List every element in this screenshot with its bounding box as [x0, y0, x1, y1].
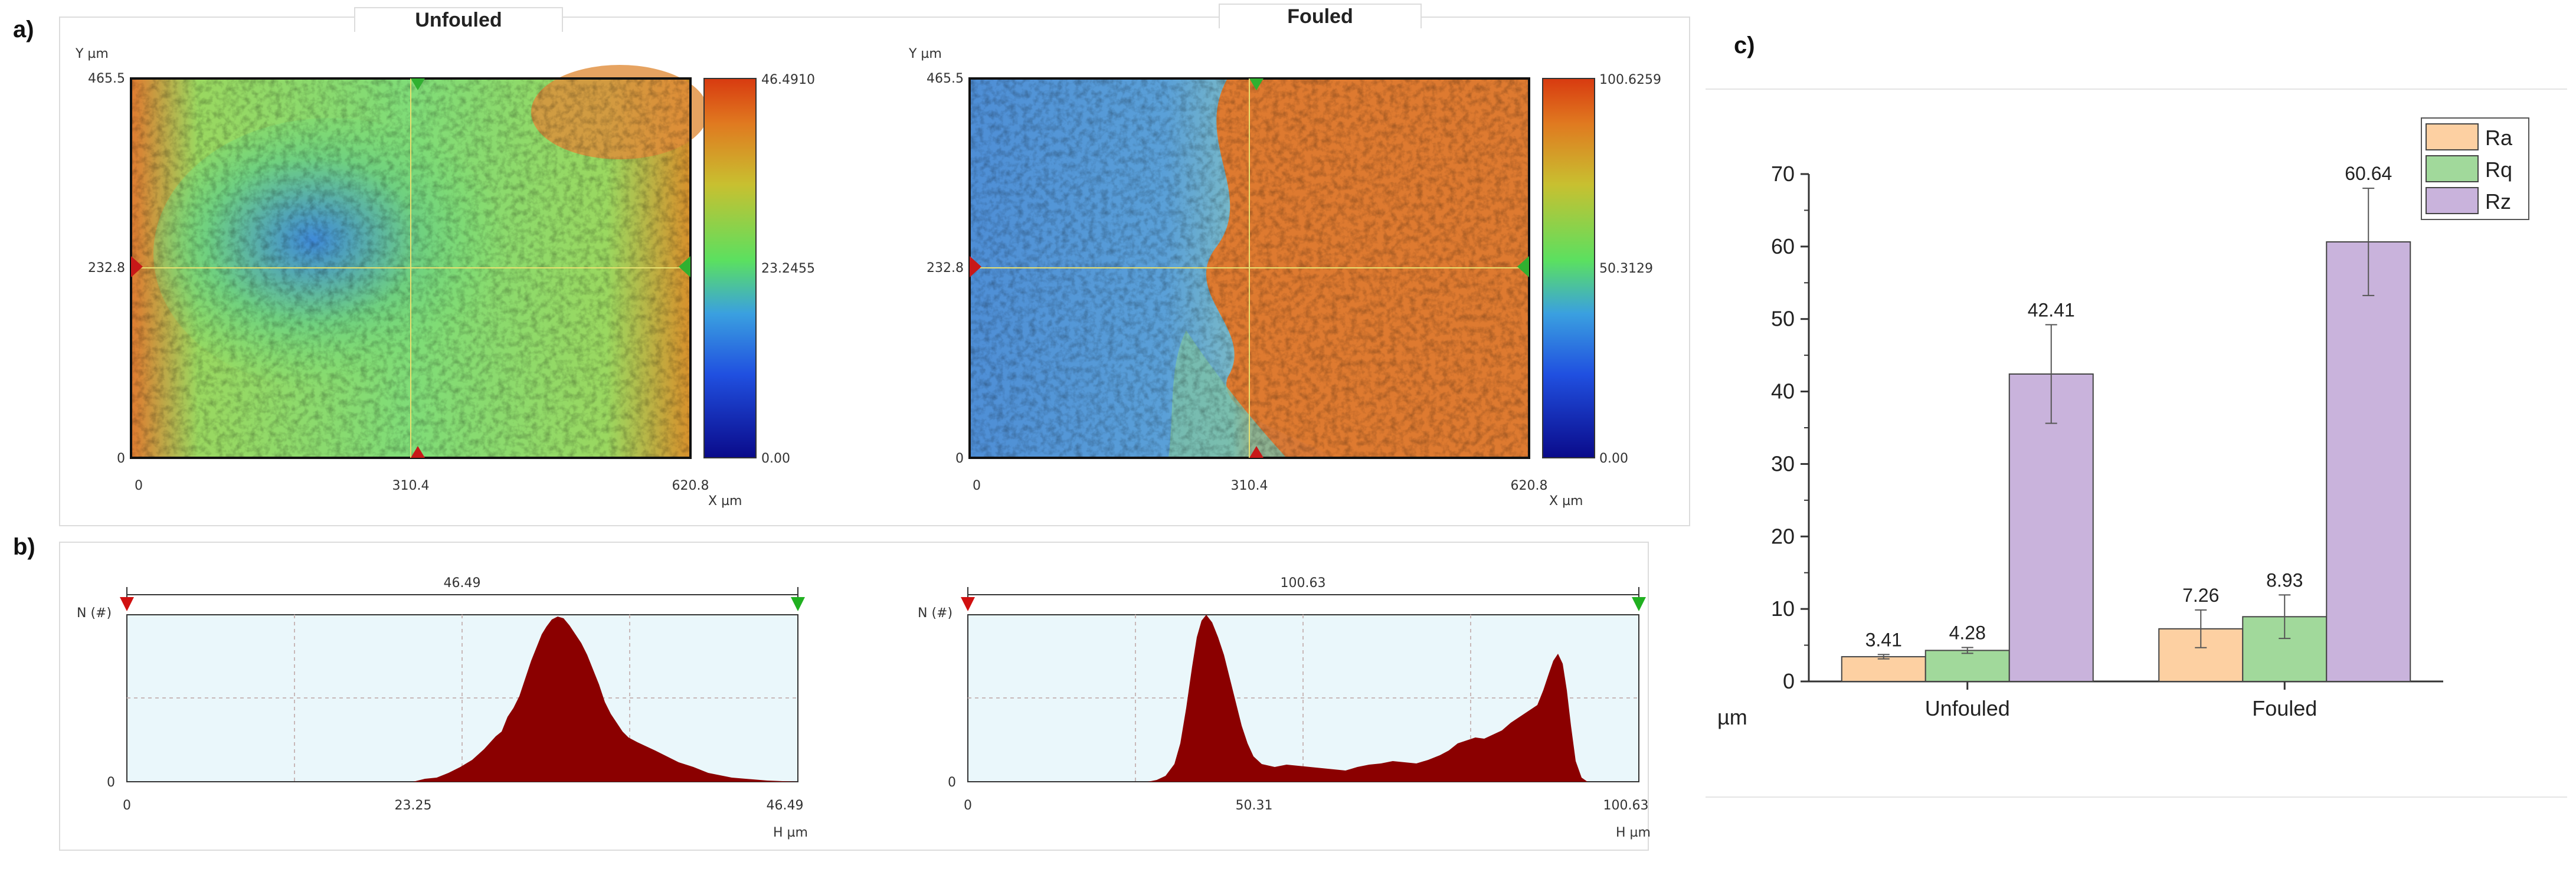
- map-unfouled-marker-left[interactable]: [131, 256, 143, 277]
- bar-chart-axes: 0 10 20 30 40 50 60 70 µm Unfouled Fouled: [1717, 162, 2443, 729]
- bar-rz-fouled: [2326, 241, 2411, 683]
- map-unfouled-ytick-mid: 232.8: [88, 261, 125, 276]
- map-fouled-xtick-left: 0: [973, 478, 981, 493]
- map-unfouled-xtick-left: 0: [135, 478, 143, 493]
- histogram-fouled-xtick-mid: 50.31: [1236, 798, 1273, 813]
- map-fouled-marker-right[interactable]: [1517, 256, 1529, 277]
- map-unfouled: Y µm 465.5 232.8 0 0 310.4 620.8 X µm 46…: [75, 47, 815, 509]
- histogram-fouled-x-unit: H µm: [1616, 825, 1651, 840]
- legend-label-ra: Ra: [2485, 126, 2513, 150]
- map-unfouled-ytick-bottom: 0: [117, 451, 125, 466]
- map-unfouled-marker-right[interactable]: [679, 256, 690, 277]
- map-unfouled-xtick-right: 620.8: [672, 478, 709, 493]
- map-fouled-ytick-top: 465.5: [927, 71, 964, 86]
- histogram-unfouled: 46.49 N (#) 0 0 23.25 46.49 H µm: [77, 576, 808, 840]
- histogram-unfouled-marker-red[interactable]: [120, 597, 134, 611]
- value-label: 3.41: [1865, 629, 1902, 650]
- panel-c-bottom-rule: [1706, 796, 2567, 798]
- map-fouled-ytick-bottom: 0: [955, 451, 964, 466]
- map-unfouled-colorbar-max: 46.4910: [761, 73, 815, 87]
- panel-label-a: a): [13, 17, 34, 42]
- legend-swatch-rz: [2426, 187, 2479, 214]
- y-axis-unit-label: µm: [1717, 705, 1747, 729]
- value-label: 60.64: [2345, 163, 2392, 184]
- histogram-fouled-y-label: N (#): [918, 606, 953, 621]
- y-tick-label: 20: [1771, 524, 1795, 548]
- histogram-fouled-bars: [968, 615, 1639, 782]
- histogram-unfouled-ytick-0: 0: [107, 775, 115, 790]
- bar-rz-unfouled: [2008, 373, 2094, 683]
- value-label: 42.41: [2028, 299, 2075, 320]
- map-unfouled-colorbar-min: 0.00: [761, 451, 790, 466]
- histogram-unfouled-marker-green[interactable]: [791, 597, 805, 611]
- map-fouled-colorbar-min: 0.00: [1599, 451, 1628, 466]
- histogram-unfouled-xtick-mid: 23.25: [395, 798, 432, 813]
- histogram-fouled-ytick-0: 0: [948, 775, 956, 790]
- map-fouled-x-unit: X µm: [1549, 494, 1583, 509]
- histogram-unfouled-y-label: N (#): [77, 606, 112, 621]
- map-fouled-ytick-mid: 232.8: [927, 261, 964, 276]
- histogram-unfouled-xtick-left: 0: [123, 798, 131, 813]
- histogram-unfouled-bars: [127, 617, 798, 782]
- bar-ra-unfouled: [1841, 656, 1926, 682]
- histogram-fouled-xtick-right: 100.63: [1603, 798, 1649, 813]
- bar-chart-legend: Ra Rq Rz: [2421, 117, 2529, 220]
- y-tick-label: 70: [1771, 162, 1795, 186]
- panel-label-b: b): [13, 534, 35, 560]
- map-fouled-marker-bottom[interactable]: [1249, 446, 1264, 458]
- panel-label-c: c): [1734, 32, 1755, 58]
- y-tick-label: 40: [1771, 379, 1795, 404]
- histogram-unfouled-range-label: 46.49: [444, 576, 481, 591]
- map-unfouled-colorbar: [703, 78, 757, 458]
- map-fouled-xtick-right: 620.8: [1511, 478, 1548, 493]
- histogram-fouled-marker-green[interactable]: [1632, 597, 1646, 611]
- histogram-unfouled-xtick-right: 46.49: [767, 798, 804, 813]
- map-fouled-colorbar-max: 100.6259: [1599, 73, 1661, 87]
- map-fouled-marker-top[interactable]: [1249, 78, 1264, 90]
- map-fouled-y-unit: Y µm: [908, 47, 942, 61]
- histogram-unfouled-x-unit: H µm: [773, 825, 808, 840]
- map-unfouled-colorbar-mid: 23.2455: [761, 261, 815, 276]
- map-unfouled-marker-top[interactable]: [411, 78, 425, 90]
- histogram-fouled: 100.63 N (#) 0 0 50.31 100.63 H µm: [918, 576, 1651, 840]
- x-category-label: Fouled: [2252, 696, 2317, 720]
- map-fouled-colorbar: [1542, 78, 1595, 458]
- histogram-fouled-marker-red[interactable]: [961, 597, 975, 611]
- legend-label-rz: Rz: [2485, 189, 2511, 214]
- panels-ab-svg: Y µm 465.5 232.8 0 0 310.4 620.8 X µm 46…: [75, 47, 1661, 840]
- histogram-fouled-xtick-left: 0: [964, 798, 972, 813]
- y-tick-label: 30: [1771, 451, 1795, 476]
- map-title-fouled: Fouled: [1219, 4, 1422, 28]
- y-tick-label: 60: [1771, 234, 1795, 258]
- map-fouled: Y µm 465.5 232.8 0 0 310.4 620.8 X µm 10…: [908, 47, 1661, 509]
- x-category-label: Unfouled: [1925, 696, 2010, 720]
- map-title-unfouled: Unfouled: [354, 7, 563, 32]
- value-label: 7.26: [2182, 585, 2219, 606]
- panel-c-top-rule: [1706, 88, 2567, 90]
- legend-label-rq: Rq: [2485, 158, 2512, 182]
- y-tick-label: 0: [1783, 669, 1795, 693]
- y-tick-label: 10: [1771, 596, 1795, 621]
- map-unfouled-marker-bottom[interactable]: [411, 446, 425, 458]
- histogram-fouled-range-label: 100.63: [1281, 576, 1326, 591]
- map-unfouled-ytick-top: 465.5: [88, 71, 125, 86]
- map-unfouled-xtick-mid: 310.4: [392, 478, 430, 493]
- legend-swatch-rq: [2426, 155, 2479, 182]
- bar-ra-fouled: [2158, 628, 2244, 683]
- map-fouled-xtick-mid: 310.4: [1231, 478, 1268, 493]
- roughness-bar-chart: 0 10 20 30 40 50 60 70 µm Unfouled Fouled 3.41 4.28…: [1717, 117, 2529, 729]
- value-label: 4.28: [1949, 622, 1986, 644]
- map-fouled-marker-left[interactable]: [970, 256, 981, 277]
- y-tick-label: 50: [1771, 307, 1795, 331]
- bar-rq-unfouled: [1924, 650, 2010, 682]
- map-unfouled-x-unit: X µm: [708, 494, 742, 509]
- map-unfouled-y-unit: Y µm: [75, 47, 109, 61]
- map-fouled-colorbar-mid: 50.3129: [1599, 261, 1653, 276]
- bar-chart-bars: 3.41 4.28 42.41 7.26 8.93 60.64: [1841, 163, 2411, 683]
- legend-swatch-ra: [2426, 123, 2479, 150]
- value-label: 8.93: [2266, 569, 2303, 591]
